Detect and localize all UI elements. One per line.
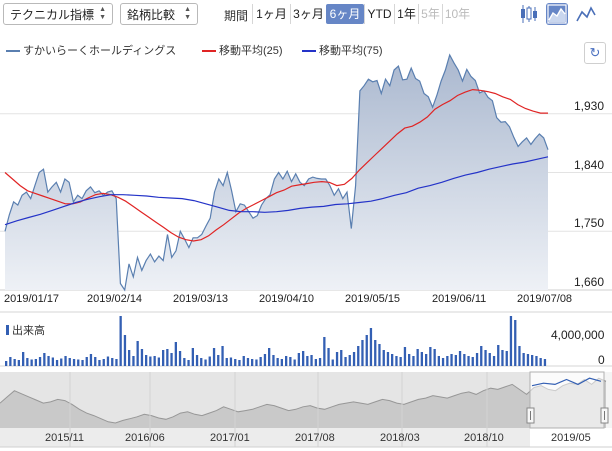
area-chart-icon[interactable] — [546, 3, 568, 25]
navigator-tick-label: 2018/10 — [464, 432, 504, 444]
y-tick-label: 1,930 — [574, 98, 605, 113]
navigator-tick-label: 2016/06 — [125, 432, 165, 444]
y-tick-label: 1,840 — [574, 157, 605, 172]
technical-indicator-select-label: テクニカル指標 — [10, 8, 95, 22]
ma75-line — [4, 156, 549, 226]
x-tick-label: 2019/01/17 — [4, 293, 60, 305]
price-area — [5, 55, 548, 290]
legend-label-ma25: 移動平均(25) — [219, 45, 283, 57]
legend-label-price: すかいらーくホールディングス — [23, 45, 177, 57]
period-button-5[interactable]: 5年 — [418, 4, 442, 24]
line-chart-icon[interactable] — [575, 3, 597, 25]
y-tick-label: 1,660 — [574, 275, 605, 289]
volume-swatch — [6, 325, 9, 335]
legend-label-ma75: 移動平均(75) — [319, 45, 383, 57]
technical-indicator-select[interactable]: テクニカル指標 ▲ ▼ — [3, 3, 113, 25]
volume-label-text: 出来高 — [12, 325, 45, 337]
navigator-unselected-mask — [0, 372, 530, 447]
y-tick-label: 1,750 — [574, 216, 605, 231]
navigator-tick-label: 2018/03 — [380, 432, 420, 444]
x-tick-label: 2019/07/08 — [517, 293, 573, 305]
navigator-tick-label: 2017/08 — [295, 432, 335, 444]
navigator-tick-label: 2019/05 — [551, 432, 591, 444]
navigator-line — [0, 377, 607, 424]
volume-tick-label: 0 — [598, 353, 605, 367]
legend-swatch-ma25 — [202, 50, 216, 53]
ma25-line — [4, 88, 548, 242]
x-tick-label: 2019/06/11 — [432, 293, 487, 305]
legend-item-price: すかいらーくホールディングス — [6, 42, 176, 58]
navigator-selected-line — [531, 377, 602, 387]
period-button-6[interactable]: 10年 — [442, 4, 472, 24]
legend-swatch-price — [6, 50, 20, 53]
compare-stock-select-label: 銘柄比較 — [127, 8, 176, 22]
select-arrows-icon: ▲ ▼ — [99, 6, 106, 21]
legend-swatch-ma75 — [302, 50, 316, 53]
compare-stock-select[interactable]: 銘柄比較 ▲ ▼ — [120, 3, 198, 25]
legend-item-ma25: 移動平均(25) — [202, 42, 283, 58]
volume-label: 出来高 — [6, 322, 45, 338]
navigator-tick-label: 2015/11 — [45, 432, 84, 444]
volume-tick-label: 4,000,000 — [551, 328, 605, 342]
period-button-2[interactable]: 6ヶ月 — [326, 4, 364, 24]
navigator-tick-label: 2017/01 — [210, 432, 250, 444]
period-button-3[interactable]: YTD — [364, 4, 394, 24]
price-line — [4, 53, 549, 292]
select-arrows-icon: ▲ ▼ — [184, 6, 191, 21]
refresh-button[interactable]: ↻ — [584, 42, 606, 64]
toolbar: テクニカル指標 ▲ ▼ 銘柄比較 ▲ ▼ 期間 1ヶ月 3ヶ月 6ヶ月 YTD 1年 5年 10… — [0, 0, 612, 30]
refresh-icon: ↻ — [589, 45, 601, 60]
period-label: 期間 — [224, 9, 249, 23]
period-button-4[interactable]: 1年 — [394, 4, 418, 24]
x-tick-label: 2019/05/15 — [345, 293, 401, 305]
x-tick-label: 2019/02/14 — [87, 293, 143, 305]
x-tick-label: 2019/04/10 — [259, 293, 315, 305]
price-chart — [0, 53, 612, 292]
x-tick-label: 2019/03/13 — [173, 293, 229, 305]
period-button-1[interactable]: 3ヶ月 — [290, 4, 326, 24]
candlestick-chart-icon[interactable] — [518, 3, 540, 25]
legend-item-ma75: 移動平均(75) — [302, 42, 383, 58]
period-button-0[interactable]: 1ヶ月 — [252, 4, 290, 24]
navigator-selected-window[interactable] — [529, 371, 605, 429]
navigator-area — [0, 378, 606, 428]
